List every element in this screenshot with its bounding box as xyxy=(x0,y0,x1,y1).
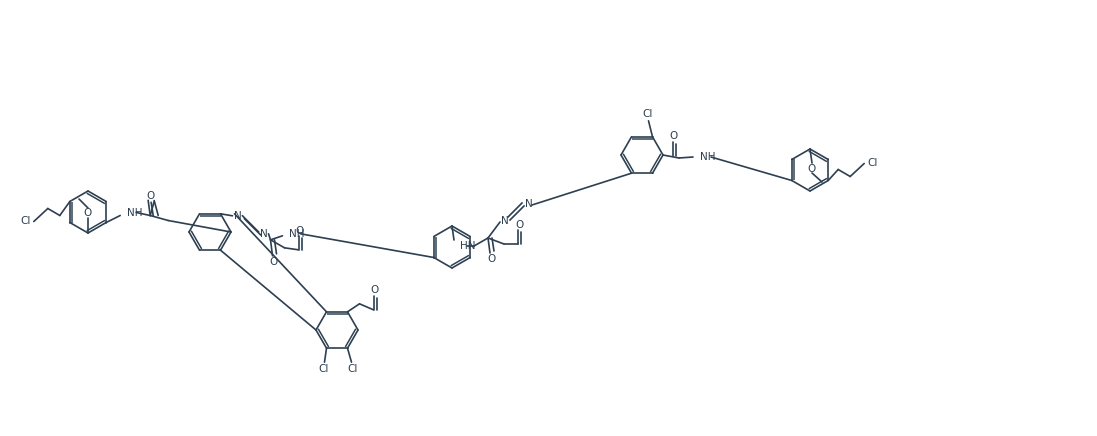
Text: N: N xyxy=(501,216,509,226)
Text: O: O xyxy=(146,191,155,201)
Text: O: O xyxy=(670,131,678,141)
Text: NH: NH xyxy=(127,208,143,218)
Text: Cl: Cl xyxy=(21,215,31,225)
Text: N: N xyxy=(260,229,268,239)
Text: O: O xyxy=(295,226,304,236)
Text: O: O xyxy=(270,257,278,267)
Text: N: N xyxy=(234,211,241,221)
Text: Cl: Cl xyxy=(318,364,329,374)
Text: O: O xyxy=(83,208,92,218)
Text: NH: NH xyxy=(289,229,304,239)
Text: Cl: Cl xyxy=(867,157,878,167)
Text: O: O xyxy=(371,285,378,295)
Text: HN: HN xyxy=(460,241,475,251)
Text: N: N xyxy=(525,199,533,209)
Text: O: O xyxy=(487,254,495,264)
Text: NH: NH xyxy=(700,152,715,162)
Text: Cl: Cl xyxy=(643,109,653,119)
Text: Cl: Cl xyxy=(348,364,358,374)
Text: O: O xyxy=(514,220,523,230)
Text: O: O xyxy=(807,164,816,174)
